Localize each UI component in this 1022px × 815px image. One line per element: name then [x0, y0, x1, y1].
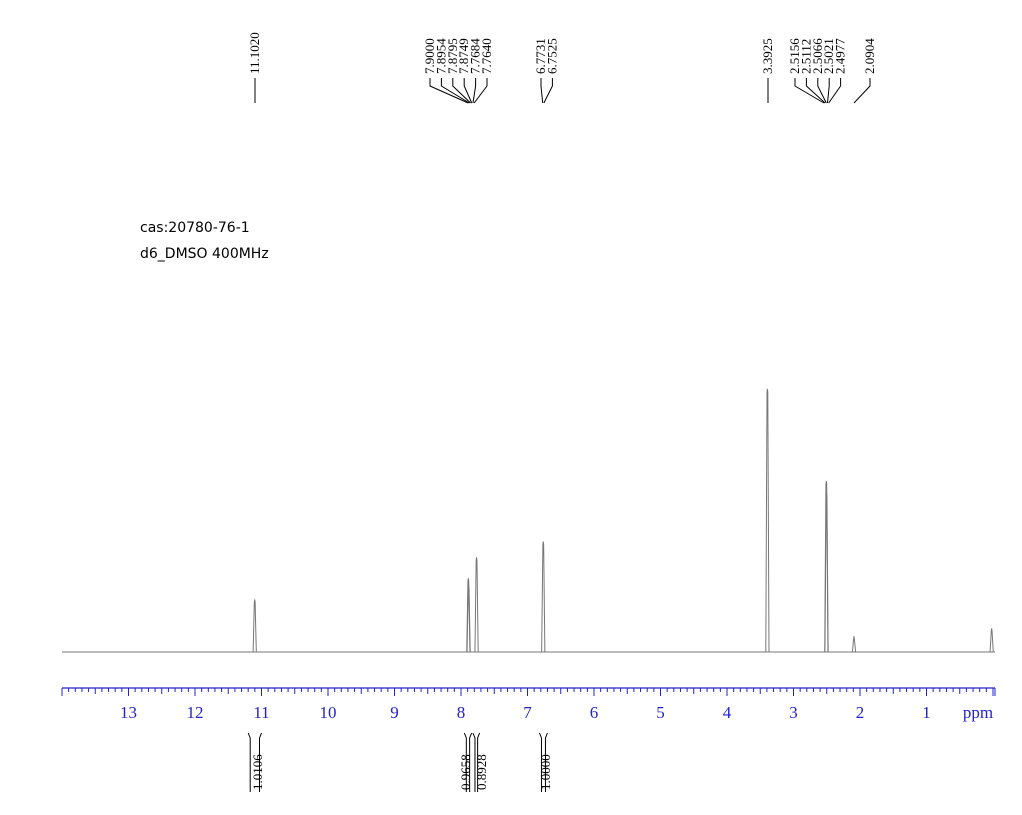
tick-label-4: 4 [723, 703, 732, 722]
integral-label-0-8928: 0.8928 [474, 754, 489, 790]
integral-labels: 1.0106 0.9658 0.8928 1.0000 [247, 732, 553, 792]
spectrum-peak-7 [824, 494, 829, 653]
peak-leader-7-7640 [473, 78, 488, 104]
tick-label-13: 13 [120, 703, 137, 722]
peak-label-2-0904: 2.0904 [862, 38, 877, 74]
peak-leader-2-0904 [853, 78, 871, 104]
peak-label-2-5156: 2.5156 [787, 38, 802, 74]
tick-label-5: 5 [656, 703, 665, 722]
spectrum-trace [62, 388, 995, 653]
peak-leader-2-5021 [827, 78, 830, 104]
integral-bracket-left-2 [472, 732, 476, 792]
sample-solvent-label: d6_DMSO 400MHz [140, 246, 269, 262]
tick-label-12: 12 [187, 703, 204, 722]
peak-leader-6-7731 [540, 78, 544, 104]
peak-leader-2-5156 [794, 78, 825, 104]
peak-leader-7-8954 [440, 78, 470, 104]
integral-label-0-9658: 0.9658 [458, 754, 473, 790]
integral-bracket-left-0 [247, 732, 251, 792]
peak-label-2-5066: 2.5066 [810, 38, 825, 74]
tick-label-2: 2 [856, 703, 865, 722]
peak-label-2-5112: 2.5112 [798, 39, 813, 74]
peak-labels: 11.1020 7.90007.89547.87957.87497.76847.7… [247, 32, 877, 104]
spectrum-peak-2 [466, 586, 471, 653]
peak-label-7-7640: 7.7640 [479, 38, 494, 74]
spectrum-peak-8 [851, 636, 857, 653]
spectrum-peak-3 [474, 557, 479, 653]
peak-label-6-7525: 6.7525 [544, 38, 559, 74]
peak-label-2-4977: 2.4977 [833, 38, 848, 74]
peak-label-2-5021: 2.5021 [821, 38, 836, 74]
integral-bracket-right-2 [477, 732, 481, 792]
peak-label-7-8954: 7.8954 [433, 38, 448, 74]
ppm-axis: 13 12 11 10 9 8 7 6 5 4 3 2 1 ppm [61, 687, 996, 722]
peak-label-11-1020: 11.1020 [247, 32, 262, 74]
peak-label-7-8795: 7.8795 [445, 38, 460, 74]
peak-leader-7-9000 [429, 78, 469, 104]
spectrum-peak-9 [989, 628, 994, 653]
integral-label-1-0000: 1.0000 [538, 754, 553, 790]
x-axis-unit-label: ppm [963, 703, 993, 722]
peak-leader-7-8795 [452, 78, 471, 104]
peak-label-7-7684: 7.7684 [468, 38, 483, 74]
peak-label-6-7731: 6.7731 [533, 38, 548, 74]
tick-label-8: 8 [457, 703, 466, 722]
spectrum-peak-4 [541, 541, 546, 653]
spectrum-peak-5 [765, 388, 770, 653]
integral-bracket-right-1 [469, 732, 473, 792]
peak-label-7-8749: 7.8749 [456, 38, 471, 74]
tick-label-3: 3 [789, 703, 798, 722]
integral-bracket-right-3 [544, 732, 548, 792]
tick-label-11: 11 [253, 703, 269, 722]
peak-leader-7-8749 [463, 78, 473, 104]
tick-label-6: 6 [590, 703, 599, 722]
tick-label-10: 10 [320, 703, 337, 722]
sample-cas-label: cas:20780-76-1 [140, 220, 250, 236]
peak-leader-7-7684 [472, 78, 477, 104]
spectrum-peak-0 [252, 599, 257, 653]
peak-label-7-9000: 7.9000 [422, 38, 437, 74]
tick-label-7: 7 [523, 703, 532, 722]
integral-bracket-left-1 [463, 732, 467, 792]
integral-bracket-left-3 [539, 732, 542, 792]
peak-leader-6-7525 [543, 78, 553, 104]
peak-leader-2-4977 [828, 78, 842, 104]
peak-leader-2-5066 [817, 78, 827, 104]
tick-label-9: 9 [390, 703, 399, 722]
tick-label-1: 1 [922, 703, 931, 722]
peak-leader-2-5112 [805, 78, 826, 104]
peak-label-3-3925: 3.3925 [760, 38, 775, 74]
integral-bracket-right-0 [259, 732, 262, 792]
integral-label-1-0106: 1.0106 [250, 754, 265, 790]
